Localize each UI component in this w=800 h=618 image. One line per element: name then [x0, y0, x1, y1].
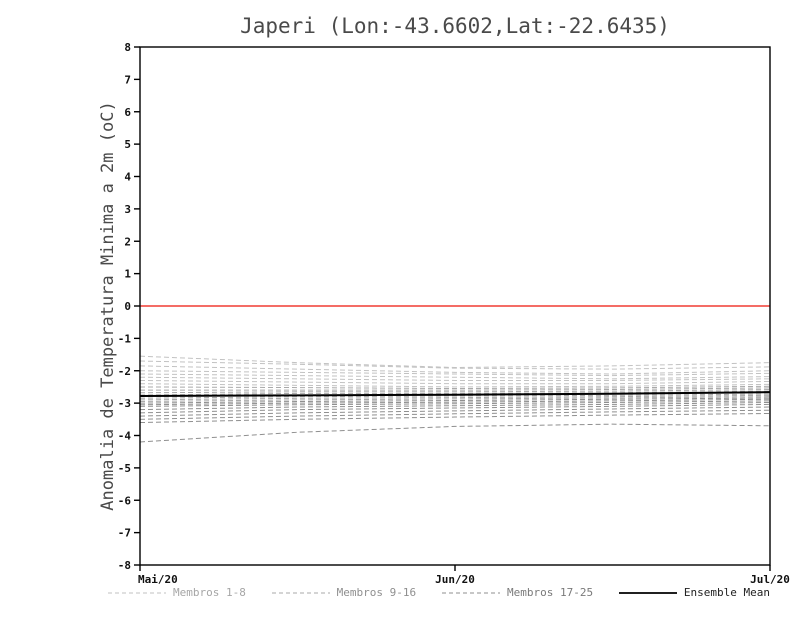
member-line [139, 394, 771, 401]
member-line [140, 387, 771, 391]
y-tick-label: -8 [118, 559, 131, 572]
solid-line-sample-icon [618, 591, 677, 594]
ensemble-mean-line [139, 391, 771, 398]
member-line [139, 376, 771, 381]
y-tick-label: -3 [118, 397, 131, 410]
y-tick-label: 3 [124, 203, 131, 216]
member-line [139, 383, 771, 388]
y-tick-label: 7 [124, 73, 131, 86]
dashed-line-sample-icon [108, 592, 166, 593]
member-line [139, 396, 771, 403]
x-tick-label: Jun/20 [435, 573, 475, 586]
chart-title: Japeri (Lon:-43.6602,Lat:-22.6435) [240, 14, 670, 38]
member-line [139, 397, 771, 404]
legend-label: Membros 17-25 [506, 586, 594, 599]
legend-label: Membros 1-8 [173, 586, 246, 599]
y-tick-label: 6 [124, 106, 131, 119]
member-line [139, 355, 771, 369]
member-line [139, 409, 771, 420]
y-tick-label: 1 [124, 268, 131, 281]
member-line [139, 393, 771, 399]
y-tick-label: 0 [124, 300, 131, 313]
y-tick-label: 2 [124, 235, 131, 248]
member-line [139, 370, 771, 377]
legend-label: Ensemble Mean [683, 586, 770, 599]
member-line [139, 365, 771, 375]
member-line [139, 389, 771, 394]
dashed-line-sample-icon [441, 592, 500, 593]
x-tick-label: Jul/20 [750, 573, 790, 586]
legend-item-3: Membros 17-25 [441, 586, 594, 599]
member-line [139, 360, 771, 370]
member-line [139, 406, 771, 417]
member-line [139, 390, 771, 396]
legend-item-1: Membros 1-8 [108, 586, 246, 599]
member-line [139, 403, 771, 414]
legend-item-2: Membros 9-16 [271, 586, 417, 599]
member-line [139, 385, 771, 390]
member-line [139, 379, 771, 385]
member-line [139, 423, 771, 443]
y-tick-label: -6 [118, 494, 132, 507]
x-tick-label: Mai/20 [138, 573, 178, 586]
member-line [139, 412, 771, 424]
y-tick-label: -5 [118, 462, 131, 475]
member-line [139, 398, 771, 406]
member-line [139, 400, 771, 407]
y-tick-label: 4 [124, 171, 131, 184]
legend-item-4: Ensemble Mean [618, 586, 770, 599]
member-line [139, 401, 771, 411]
y-tick-label: -2 [118, 365, 131, 378]
y-tick-label: 5 [124, 138, 131, 151]
y-tick-label: -4 [118, 430, 132, 443]
dashed-line-sample-icon [271, 592, 330, 593]
chart-legend: Membros 1-8 Membros 9-16 Membros 17-25 Ense… [108, 586, 770, 599]
member-line [139, 373, 771, 380]
legend-label: Membros 9-16 [336, 586, 417, 599]
y-tick-label: -1 [118, 332, 132, 345]
y-tick-label: -7 [118, 527, 131, 540]
y-tick-label: 8 [124, 41, 131, 54]
